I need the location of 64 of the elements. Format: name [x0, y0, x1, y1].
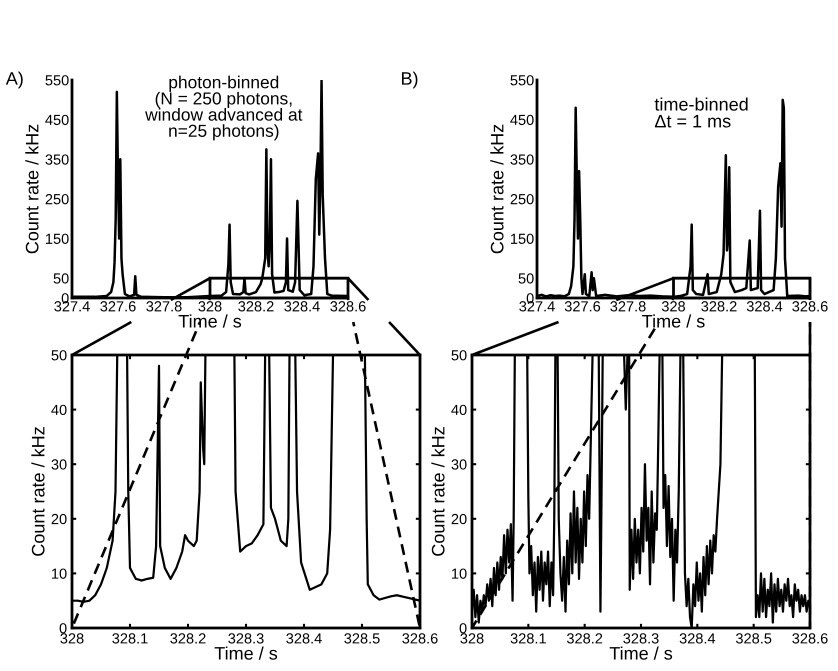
x-tick-label: 327.6	[100, 301, 136, 312]
y-tick-label: 50	[518, 273, 534, 284]
x-tick-label: 328.2	[170, 633, 206, 644]
y-axis-title: Count rate / kHz	[490, 124, 504, 254]
y-tick-label: 50	[54, 273, 69, 284]
y-tick-label: 550	[45, 75, 69, 86]
x-tick-label: 327.4	[54, 301, 90, 312]
x-tick-label: 328.2	[701, 301, 737, 312]
y-tick-label: 50	[452, 350, 467, 360]
x-tick-label: 328.2	[566, 633, 602, 644]
x-axis-title: Time / s	[642, 314, 705, 328]
x-tick-label: 328.4	[284, 301, 320, 312]
x-tick-label: 328	[198, 301, 222, 312]
x-tick-label: 328.3	[228, 633, 264, 644]
y-axis-title: Count rate / kHz	[31, 427, 45, 556]
y-axis-title: Count rate / kHz	[431, 427, 445, 556]
x-tick-label: 328.3	[623, 633, 659, 644]
x-tick-label: 328.6	[402, 633, 438, 644]
text: B)	[402, 72, 418, 88]
x-tick-label: 328.4	[680, 633, 716, 644]
y-tick-label: 50	[52, 350, 67, 360]
x-tick-label: 328.6	[792, 301, 828, 312]
x-tick-label: 328.4	[286, 633, 322, 644]
y-tick-label: 450	[510, 114, 534, 126]
y-tick-label: 150	[46, 234, 69, 244]
x-tick-label: 328	[60, 633, 84, 644]
x-axis-title: Time / s	[610, 646, 672, 660]
y-axis-title: Count rate / kHz	[25, 124, 39, 254]
y-tick-label: 40	[451, 404, 467, 416]
x-tick-label: 328.1	[510, 633, 546, 644]
y-tick-label: 40	[51, 404, 67, 416]
x-tick-label: 328.4	[746, 301, 782, 312]
y-tick-label: 350	[45, 154, 69, 165]
y-tick-label: 0	[460, 623, 467, 634]
x-tick-label: 327.6	[564, 301, 600, 312]
y-tick-label: 10	[452, 568, 467, 579]
x-tick-label: 328	[460, 633, 484, 644]
y-tick-label: 450	[45, 114, 69, 126]
y-tick-label: 250	[510, 194, 534, 204]
x-tick-label: 328.6	[792, 633, 828, 644]
y-tick-label: 30	[51, 459, 67, 470]
y-tick-label: 550	[510, 75, 534, 86]
y-tick-label: 20	[452, 514, 467, 524]
y-tick-label: 0	[60, 623, 67, 634]
x-tick-label: 327.8	[146, 301, 182, 312]
y-tick-label: 30	[451, 459, 467, 470]
x-axis-title: Time / s	[214, 646, 278, 660]
annotation: photon-binned (N = 250 photons, window advanced at n=25 photons)	[145, 76, 302, 140]
y-tick-label: 150	[511, 234, 534, 244]
x-tick-label: 328	[662, 301, 686, 312]
y-tick-label: 20	[52, 514, 67, 524]
x-tick-label: 327.4	[519, 301, 555, 312]
y-tick-label: 250	[46, 194, 69, 204]
x-tick-label: 328.1	[112, 633, 148, 644]
text: A)	[6, 72, 23, 88]
x-tick-label: 328.5	[344, 633, 380, 644]
x-tick-label: 328.2	[238, 301, 274, 312]
x-axis-title: Time / s	[178, 314, 242, 328]
annotation: time-binned Δt = 1 ms	[654, 97, 748, 128]
x-tick-label: 327.8	[610, 301, 646, 312]
y-tick-label: 350	[510, 154, 534, 165]
y-tick-label: 10	[52, 568, 67, 579]
x-tick-label: 328.6	[330, 301, 366, 312]
x-tick-label: 328.5	[736, 633, 772, 644]
